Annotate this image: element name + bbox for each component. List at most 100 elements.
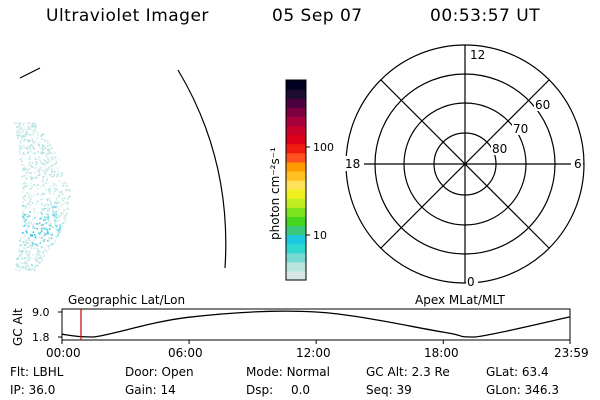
- aurora-pixel: [33, 212, 36, 214]
- aurora-pixel: [25, 167, 27, 170]
- aurora-pixel: [55, 167, 58, 169]
- aurora-pixel: [44, 216, 46, 219]
- aurora-pixel: [37, 184, 39, 186]
- aurora-pixel: [47, 152, 49, 154]
- aurora-pixel: [52, 214, 54, 217]
- aurora-pixel: [40, 152, 43, 155]
- aurora-pixel: [41, 202, 43, 205]
- aurora-pixel: [28, 133, 31, 135]
- aurora-pixel: [18, 250, 21, 253]
- aurora-pixel: [37, 174, 39, 176]
- aurora-pixel: [55, 215, 58, 217]
- aurora-pixel: [15, 263, 18, 266]
- aurora-pixel: [35, 136, 38, 139]
- aurora-pixel: [41, 208, 44, 210]
- aurora-pixel: [44, 233, 46, 236]
- aurora-pixel: [56, 206, 58, 208]
- aurora-pixel: [27, 221, 30, 224]
- aurora-pixel: [63, 209, 66, 211]
- aurora-pixel: [36, 188, 39, 190]
- aurora-pixel: [29, 246, 31, 248]
- aurora-pixel: [51, 156, 54, 158]
- aurora-pixel: [34, 152, 36, 155]
- aurora-pixel: [52, 210, 54, 213]
- aurora-pixel: [47, 214, 50, 216]
- aurora-pixel: [66, 208, 69, 210]
- aurora-pixel: [60, 212, 63, 214]
- aurora-pixel: [62, 222, 64, 224]
- aurora-pixel: [23, 232, 25, 235]
- aurora-pixel: [33, 247, 36, 250]
- aurora-pixel: [29, 188, 32, 190]
- aurora-pixel: [50, 223, 52, 225]
- aurora-pixel: [46, 198, 48, 200]
- aurora-pixel: [35, 210, 37, 212]
- aurora-pixel: [32, 166, 34, 169]
- aurora-pixel: [46, 139, 48, 141]
- aurora-pixel: [29, 182, 32, 184]
- aurora-pixel: [42, 197, 44, 199]
- aurora-pixel: [22, 216, 24, 218]
- aurora-pixel: [51, 226, 54, 229]
- aurora-pixel: [34, 125, 36, 127]
- aurora-pixel: [25, 133, 28, 136]
- aurora-pixel: [48, 190, 50, 192]
- aurora-pixel: [30, 179, 33, 181]
- aurora-pixel: [42, 198, 44, 201]
- aurora-pixel: [52, 182, 54, 184]
- aurora-pixel: [24, 168, 26, 171]
- aurora-pixel: [36, 244, 39, 247]
- aurora-pixel: [35, 256, 38, 259]
- aurora-pixel: [18, 248, 20, 251]
- aurora-pixel: [46, 179, 48, 181]
- aurora-pixel: [20, 255, 22, 257]
- aurora-pixel: [23, 257, 26, 260]
- date-label: 05 Sep 07: [272, 6, 363, 26]
- aurora-pixel: [43, 235, 45, 237]
- aurora-pixel: [20, 267, 22, 270]
- colorbar-tick-label-10: 10: [313, 229, 327, 242]
- aurora-pixel: [39, 239, 42, 242]
- aurora-pixel: [32, 268, 34, 270]
- aurora-pixel: [61, 190, 64, 192]
- aurora-pixel: [29, 172, 31, 174]
- aurora-pixel: [24, 135, 26, 138]
- aurora-pixel: [56, 160, 58, 163]
- aurora-pixel: [29, 134, 32, 136]
- aurora-pixel: [36, 260, 39, 262]
- info-seq: Seq: 39: [366, 383, 412, 397]
- aurora-pixel: [29, 125, 32, 127]
- aurora-pixel: [22, 183, 24, 185]
- aurora-pixel: [32, 146, 34, 148]
- aurora-pixel: [43, 163, 45, 166]
- y-tick-label-high: 9.0: [32, 306, 50, 319]
- aurora-pixel: [44, 239, 47, 241]
- aurora-pixel: [18, 123, 20, 125]
- aurora-pixel: [25, 260, 28, 263]
- aurora-pixel: [24, 235, 26, 237]
- aurora-pixel: [21, 253, 23, 255]
- aurora-pixel: [32, 133, 34, 135]
- aurora-pixel: [49, 225, 51, 227]
- aurora-pixel: [31, 177, 34, 180]
- aurora-pixel: [54, 221, 57, 224]
- aurora-pixel: [61, 204, 64, 206]
- aurora-pixel: [29, 244, 31, 247]
- aurora-pixel: [26, 253, 28, 256]
- aurora-pixel: [21, 157, 23, 159]
- aurora-pixel: [36, 248, 38, 250]
- colorbar-cell: [286, 207, 306, 217]
- aurora-pixel: [16, 267, 18, 269]
- aurora-pixel: [20, 249, 22, 252]
- aurora-pixel: [27, 165, 29, 167]
- lat-label-80: 80: [492, 142, 507, 156]
- aurora-pixel: [19, 151, 21, 154]
- aurora-pixel: [62, 199, 64, 202]
- aurora-pixel: [34, 161, 37, 163]
- aurora-pixel: [51, 168, 53, 171]
- aurora-pixel: [58, 231, 61, 233]
- aurora-pixel: [43, 139, 46, 141]
- aurora-pixel: [29, 156, 31, 159]
- aurora-pixel: [41, 259, 44, 262]
- aurora-pixel: [28, 197, 31, 199]
